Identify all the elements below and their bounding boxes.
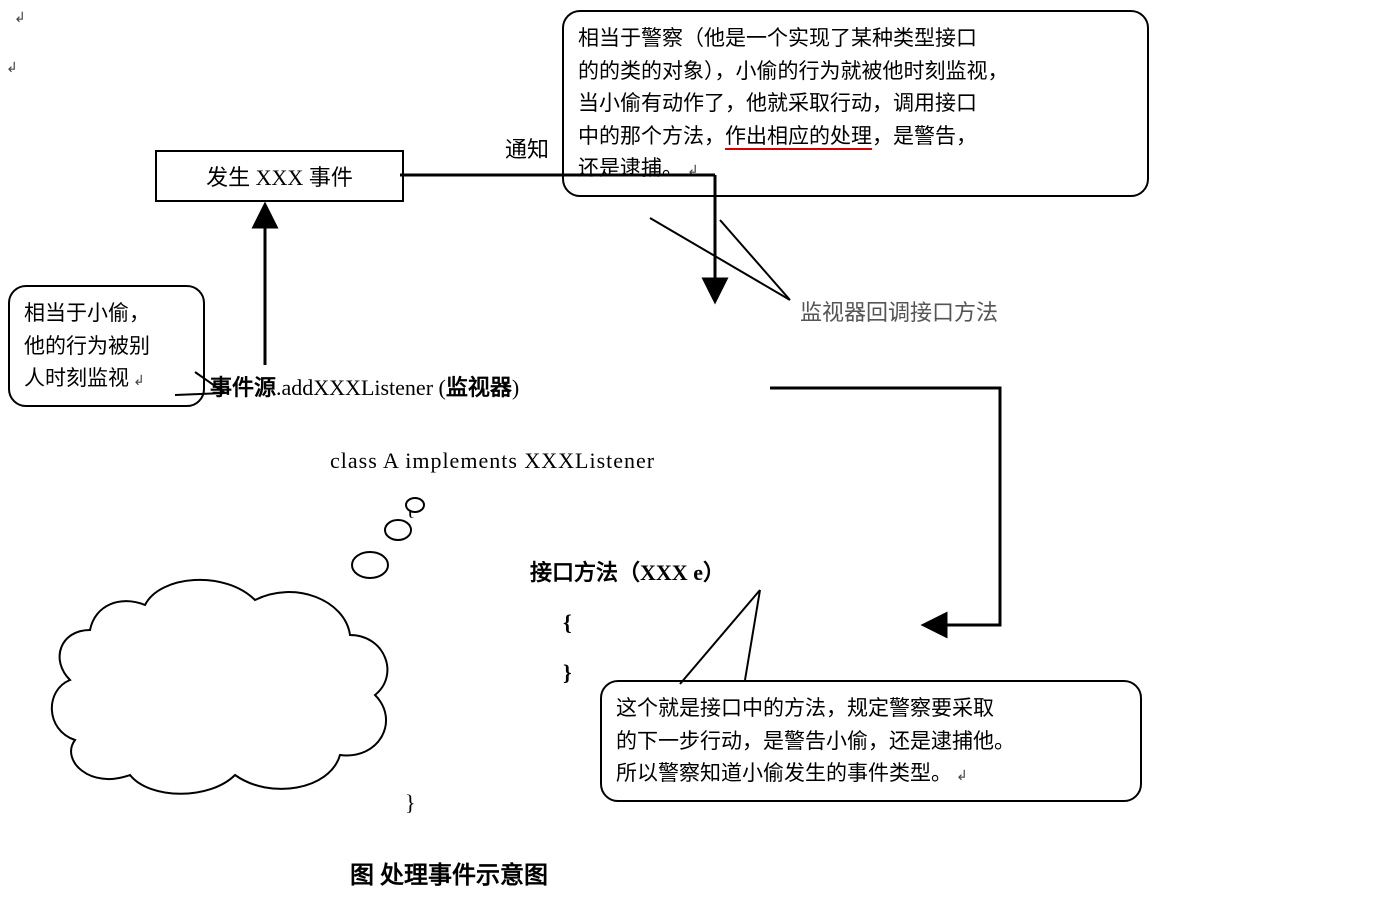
event-box-prefix: 发生 [206, 165, 256, 190]
police-line-3b: ，是警告， [872, 124, 977, 148]
class-open-brace: { [405, 495, 416, 521]
event-box-xxx: XXX [256, 165, 304, 190]
class-close-brace: } [405, 790, 416, 816]
mark-2: ↲ [6, 60, 18, 77]
police-line-0: 相当于警察（他是一个实现了某种类型接口 [578, 22, 1133, 55]
police-line-1: 的的类的对象），小偷的行为就被他时刻监视， [578, 55, 1133, 88]
cloud-callout-text: 类 A 负责创建监视 器 ， A 必 须 实 现 XXXListenet 接口 [95, 600, 355, 726]
police-return-mark: ↲ [687, 161, 699, 183]
thief-line-1: 他的行为被别 [24, 330, 189, 363]
source-bold2: 监视器 [446, 375, 512, 400]
method-close-brace: } [563, 660, 572, 686]
im-return-mark: ↲ [956, 766, 968, 788]
source-plain1: .addXXXListener ( [276, 375, 446, 400]
event-box-suffix: 事件 [303, 165, 353, 190]
thief-line-0: 相当于小偷， [24, 297, 189, 330]
event-box: 发生 XXX 事件 [155, 150, 404, 202]
thief-callout: 相当于小偷， 他的行为被别 人时刻监视 ↲ [8, 285, 205, 407]
police-line-4: 还是逮捕。 [578, 152, 683, 185]
interface-method-callout: 这个就是接口中的方法，规定警察要采取 的下一步行动，是警告小偷，还是逮捕他。 所… [600, 680, 1142, 802]
interface-method-line: 接口方法（XXX e） [530, 555, 725, 587]
thief-line-2: 人时刻监视 [24, 362, 129, 395]
method-xxx: XXX [640, 560, 688, 585]
thief-return-mark: ↲ [133, 371, 145, 393]
police-red-span: 作出相应的处理 [725, 124, 872, 150]
method-suffix: e） [688, 560, 725, 585]
cloud-line-0: 类 A 负责创建监视 [95, 600, 355, 642]
diagram-canvas: ↲ ↲ 发生 XXX 事件 通知 监视器回调接口方法 事件源.addXXXLis… [0, 0, 1382, 909]
police-line-3-wrap: 中的那个方法，作出相应的处理，是警告， [578, 120, 1133, 153]
callback-label: 监视器回调接口方法 [800, 295, 998, 327]
method-prefix: 接口方法（ [530, 560, 640, 585]
police-line-2: 当小偷有动作了，他就采取行动，调用接口 [578, 87, 1133, 120]
source-bold1: 事件源 [210, 375, 276, 400]
figure-caption: 图 处理事件示意图 [350, 855, 548, 890]
police-line-3a: 中的那个方法， [578, 124, 725, 148]
im-line-1: 的下一步行动，是警告小偷，还是逮捕他。 [616, 725, 1126, 758]
police-callout: 相当于警察（他是一个实现了某种类型接口 的的类的对象），小偷的行为就被他时刻监视… [562, 10, 1149, 197]
source-line: 事件源.addXXXListener (监视器) [210, 370, 519, 402]
notify-label: 通知 [505, 132, 549, 164]
cloud-line-1: 器 ， A 必 须 实 现 [95, 642, 355, 684]
class-decl-line: class A implements XXXListener [330, 448, 655, 474]
im-line-2: 所以警察知道小偷发生的事件类型。 [616, 757, 952, 790]
mark-1: ↲ [14, 10, 26, 27]
method-open-brace: { [563, 610, 572, 636]
im-line-0: 这个就是接口中的方法，规定警察要采取 [616, 692, 1126, 725]
cloud-line-2: XXXListenet 接口 [95, 684, 355, 726]
source-plain2: ) [512, 375, 519, 400]
